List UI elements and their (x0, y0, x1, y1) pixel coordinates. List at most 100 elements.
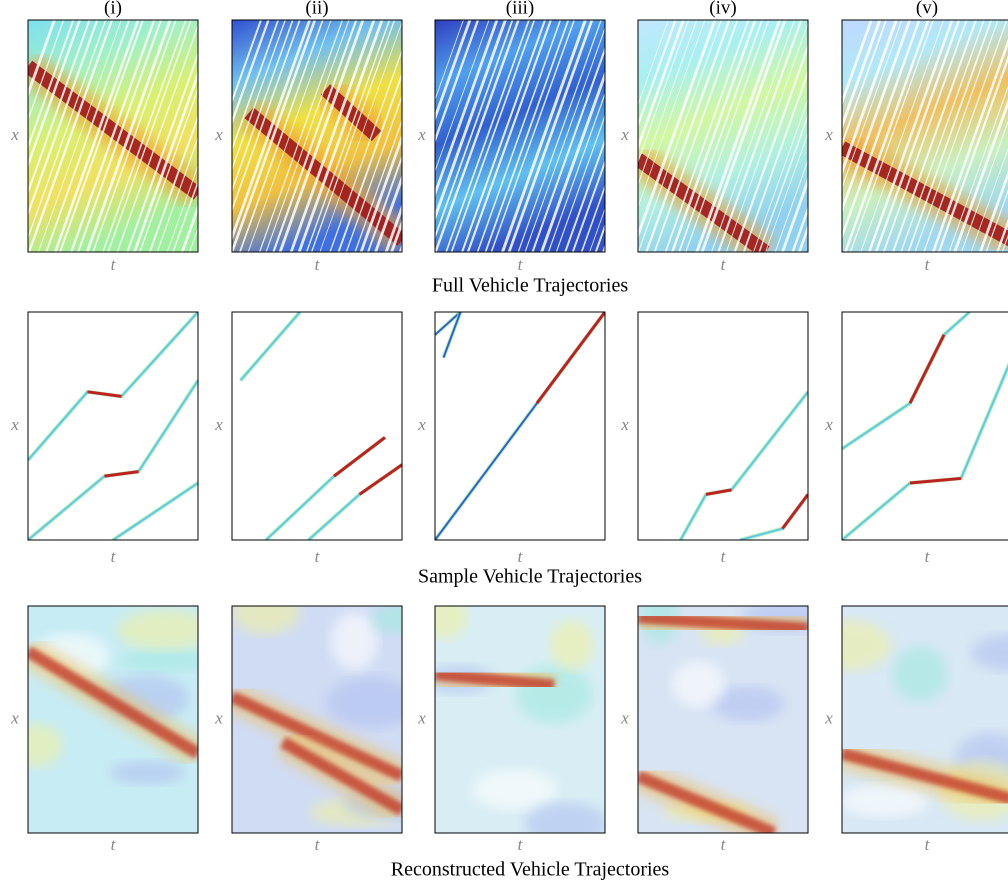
trajectory-gap (985, 189, 1008, 252)
trajectory-gap (867, 20, 954, 252)
y-axis-label: x (417, 708, 426, 727)
trajectory-gap (258, 20, 344, 252)
panel-frame (231, 19, 403, 253)
trajectory-gap (742, 69, 808, 252)
blur-patch (842, 784, 929, 818)
x-axis-label: t (111, 547, 117, 566)
panel (28, 312, 198, 540)
trajectory-gap (685, 20, 770, 252)
trajectory-gap (232, 20, 262, 104)
x-axis-label: t (518, 547, 524, 566)
trajectory-gap (329, 48, 402, 252)
trajectory-gap (85, 20, 172, 252)
panel (435, 312, 605, 540)
trajectory-gap (28, 20, 65, 122)
trajectory-gap (531, 46, 605, 252)
trajectory-gap (517, 20, 602, 252)
x-axis-label: t (315, 547, 321, 566)
trajectory-gap (450, 20, 536, 252)
trajectory-gap (435, 20, 507, 222)
y-axis-label: x (214, 125, 223, 144)
y-axis-label: x (824, 415, 833, 434)
trajectory-gap (758, 113, 808, 252)
x-axis-label: t (721, 255, 727, 274)
trajectory-gap (77, 20, 163, 252)
trajectory-gap (638, 20, 677, 129)
y-axis-label: x (417, 415, 426, 434)
trajectory-gap (781, 176, 808, 252)
row-caption: Full Vehicle Trajectories (432, 275, 628, 297)
x-axis-label: t (925, 835, 931, 854)
panel-frame (434, 605, 606, 834)
trajectory-gap (844, 20, 930, 252)
y-axis-label: x (214, 708, 223, 727)
trajectory-gap (484, 20, 570, 252)
blur-patch (472, 769, 557, 810)
trajectory-gap (580, 184, 605, 252)
trajectory-gap (695, 20, 782, 252)
trajectory-gap (92, 20, 177, 252)
trajectory-gap (53, 20, 140, 252)
congestion-band (232, 691, 402, 782)
trajectory-gap (289, 20, 376, 252)
panel-frame (231, 311, 403, 541)
trajectory-gap (367, 154, 402, 252)
panel-frame (637, 19, 809, 253)
trajectory-gap (384, 203, 402, 252)
blur-patch (842, 620, 891, 671)
trajectory-gap (102, 20, 187, 252)
trajectory-gap (461, 20, 547, 252)
y-axis-label: x (214, 415, 223, 434)
trajectory-gap (645, 20, 731, 252)
trajectory-gap (435, 20, 520, 252)
trajectory-gap (272, 20, 358, 252)
trajectory-gap (638, 20, 685, 152)
slow-segment (908, 334, 946, 404)
trajectory-gap (238, 20, 324, 252)
blur-patch (119, 649, 198, 672)
trajectory-gap (435, 20, 472, 122)
congestion-band (638, 770, 777, 833)
trajectory-gap (882, 20, 968, 252)
trajectory-gap (547, 91, 605, 252)
trajectory-gap (28, 20, 99, 217)
trajectory-gap (354, 118, 402, 252)
blur-patch (325, 676, 402, 729)
x-axis-label: t (721, 835, 727, 854)
trajectory-gap (278, 20, 365, 252)
panel (435, 20, 605, 252)
trajectory-gap (28, 20, 107, 240)
panel (232, 606, 402, 833)
x-axis-label: t (925, 255, 931, 274)
column-label: (iv) (709, 0, 736, 18)
trajectory-gap (172, 179, 198, 252)
trajectory-gap (589, 207, 605, 252)
y-axis-label: x (824, 125, 833, 144)
panel-frame (27, 605, 199, 834)
trajectory (239, 312, 301, 382)
trajectory-gap (653, 20, 739, 252)
trajectory-gap (937, 55, 1008, 252)
x-axis-label: t (925, 547, 931, 566)
trajectory-gap (107, 20, 192, 252)
panel (28, 20, 198, 252)
trajectory-gap (540, 70, 605, 252)
trajectory-gap (45, 20, 131, 252)
trajectory-gap (232, 20, 312, 242)
x-axis-label: t (315, 255, 321, 274)
trajectory-gap (70, 20, 156, 252)
trajectory-gap (310, 20, 396, 252)
slow-segment (87, 390, 122, 398)
trajectory-gap (28, 20, 114, 252)
trajectory-gap (842, 20, 888, 147)
trajectory-gap (133, 70, 198, 252)
panel (232, 20, 402, 252)
trajectory-gap (490, 20, 576, 252)
trajectory-gap (765, 132, 808, 252)
x-axis-label: t (518, 255, 524, 274)
trajectory-gap (297, 20, 384, 252)
slow-segment (333, 436, 386, 478)
trajectory-gap (232, 20, 280, 152)
trajectory-gap (435, 20, 514, 240)
